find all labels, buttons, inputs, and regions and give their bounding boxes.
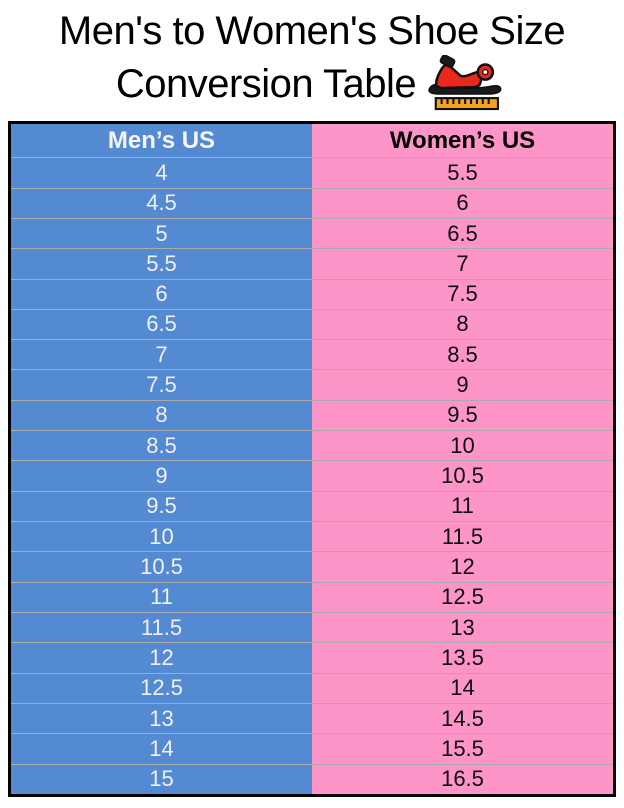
ruler-shape: [434, 97, 500, 111]
table-header-row: Men’s US Women’s US: [11, 124, 613, 158]
sandal-upper-shape: [435, 64, 484, 90]
table-row: 9 10.5: [11, 460, 613, 491]
table-row: 7 8.5: [11, 339, 613, 370]
mens-size-cell: 8.5: [11, 431, 312, 461]
mens-size-cell: 5.5: [11, 249, 312, 279]
womens-size-cell: 7.5: [312, 279, 613, 309]
mens-size-cell: 7: [11, 340, 312, 370]
table-row: 12 13.5: [11, 642, 613, 673]
table-row: 9.5 11: [11, 490, 613, 522]
table-row: 11.5 13: [11, 612, 613, 643]
womens-size-cell: 14: [312, 673, 613, 704]
column-header-womens-us: Women’s US: [312, 124, 613, 158]
table-row: 4.5 6: [11, 187, 613, 218]
table-row: 5.5 7: [11, 248, 613, 279]
womens-size-cell: 10.5: [312, 461, 613, 491]
mens-size-cell: 15: [11, 764, 312, 795]
womens-size-cell: 5.5: [312, 158, 613, 188]
table-row: 15 16.5: [11, 763, 613, 795]
title-line-2-wrap: Conversion Table: [115, 54, 508, 111]
table-row: 7.5 9: [11, 369, 613, 400]
womens-size-cell: 9: [312, 370, 613, 400]
womens-size-cell: 12: [312, 552, 613, 582]
title-line-1: Men's to Women's Shoe Size: [58, 9, 566, 53]
mens-size-cell: 5: [11, 218, 312, 249]
womens-size-cell: 11: [312, 491, 613, 522]
sandal-toe-ring-hole: [482, 69, 489, 76]
table-row: 12.5 14: [11, 672, 613, 704]
womens-size-cell: 8.5: [312, 340, 613, 370]
table-row: 13 14.5: [11, 703, 613, 734]
womens-size-cell: 9.5: [312, 400, 613, 431]
title-line-2: Conversion Table: [115, 62, 417, 107]
womens-size-cell: 16.5: [312, 764, 613, 795]
mens-size-cell: 4: [11, 158, 312, 188]
womens-size-cell: 6: [312, 188, 613, 218]
mens-size-cell: 12: [11, 643, 312, 673]
table-row: 10.5 12: [11, 551, 613, 582]
mens-size-cell: 8: [11, 400, 312, 431]
table-body: 4 5.5 4.5 6 5 6.5 5.5 7 6 7.5 6.5 8 7 8.5 7.5 9 8 9.5 8.5 1…: [11, 157, 613, 795]
mens-size-cell: 10.5: [11, 552, 312, 582]
table-row: 6.5 8: [11, 308, 613, 340]
womens-size-cell: 12.5: [312, 582, 613, 613]
table-row: 4 5.5: [11, 157, 613, 188]
mens-size-cell: 11: [11, 582, 312, 613]
column-header-mens-us: Men’s US: [11, 124, 312, 158]
table-row: 6 7.5: [11, 278, 613, 309]
table-row: 8 9.5: [11, 399, 613, 431]
sandal-strap-shape: [439, 54, 456, 69]
sandal-ruler-icon: [424, 54, 508, 111]
womens-size-cell: 13: [312, 613, 613, 643]
table-row: 11 12.5: [11, 581, 613, 613]
mens-size-cell: 4.5: [11, 188, 312, 218]
mens-size-cell: 13: [11, 704, 312, 734]
mens-size-cell: 11.5: [11, 613, 312, 643]
table-row: 14 15.5: [11, 733, 613, 764]
mens-size-cell: 6: [11, 279, 312, 309]
mens-size-cell: 6.5: [11, 309, 312, 340]
table-row: 8.5 10: [11, 430, 613, 461]
mens-size-cell: 12.5: [11, 673, 312, 704]
mens-size-cell: 14: [11, 734, 312, 764]
womens-size-cell: 13.5: [312, 643, 613, 673]
conversion-table: Men’s US Women’s US 4 5.5 4.5 6 5 6.5 5.5 7 6 7.5…: [8, 121, 616, 798]
womens-size-cell: 7: [312, 249, 613, 279]
page: Men's to Women's Shoe Size Conversion Ta…: [0, 8, 624, 798]
table-row: 5 6.5: [11, 217, 613, 249]
mens-size-cell: 7.5: [11, 370, 312, 400]
womens-size-cell: 15.5: [312, 734, 613, 764]
mens-size-cell: 10: [11, 522, 312, 552]
mens-size-cell: 9: [11, 461, 312, 491]
table-row: 10 11.5: [11, 521, 613, 552]
ruler-ticks: [440, 99, 490, 105]
womens-size-cell: 10: [312, 431, 613, 461]
womens-size-cell: 11.5: [312, 522, 613, 552]
page-title: Men's to Women's Shoe Size Conversion Ta…: [4, 8, 620, 111]
mens-size-cell: 9.5: [11, 491, 312, 522]
womens-size-cell: 14.5: [312, 704, 613, 734]
womens-size-cell: 6.5: [312, 218, 613, 249]
womens-size-cell: 8: [312, 309, 613, 340]
